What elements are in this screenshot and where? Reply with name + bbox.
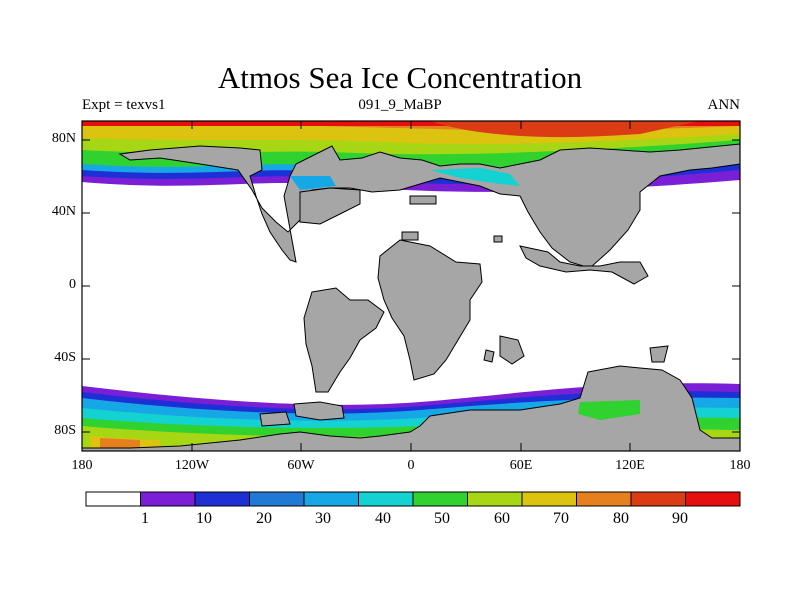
lat-label-40s: 40S [54,350,76,365]
lon-label-120w: 120W [174,458,210,473]
colorbar-label: 40 [375,510,391,527]
plot-title: Atmos Sea Ice Concentration [217,60,583,95]
experiment-label: Expt = texvs1 [82,97,166,113]
season-label: ANN [707,97,741,113]
colorbar-swatch [412,491,468,507]
colorbar-label: 10 [196,510,212,527]
colorbar-label: 20 [256,510,272,527]
colorbar-label: 1 [141,510,149,527]
colorbar-label: 70 [553,510,569,527]
colorbar-swatch [467,491,523,507]
colorbar-swatch [140,491,196,507]
colorbar-label: 50 [434,510,450,527]
time-label: 091_9_MaBP [358,97,442,113]
colorbar-swatch [85,491,141,507]
colorbar-label: 90 [672,510,688,527]
lon-label-120e: 120E [615,458,645,473]
land-masses [82,143,740,451]
colorbar-swatch [358,491,414,507]
lat-label-80s: 80S [54,423,76,438]
lon-label-180-right: 180 [729,458,751,473]
colorbar-swatch [576,491,632,507]
lat-label-80n: 80N [51,131,76,146]
colorbar-swatch [630,491,686,507]
colorbar-swatch [303,491,359,507]
lon-ticks [191,121,631,451]
colorbar-label: 60 [494,510,510,527]
colorbar-label: 30 [315,510,331,527]
colorbar-swatch [194,491,250,507]
colorbar-label: 80 [613,510,629,527]
lon-label-60w: 60W [287,458,315,473]
colorbar [85,491,741,507]
lon-label-0: 0 [407,458,415,473]
lat-label-0: 0 [69,277,76,292]
colorbar-swatch [521,491,577,507]
lat-label-40n: 40N [51,204,76,219]
lon-label-180-left: 180 [71,458,93,473]
colorbar-swatch [249,491,305,507]
lon-label-60e: 60E [509,458,533,473]
lat-ticks [82,139,740,433]
colorbar-swatch [685,491,741,507]
sea-ice-field [82,121,740,451]
